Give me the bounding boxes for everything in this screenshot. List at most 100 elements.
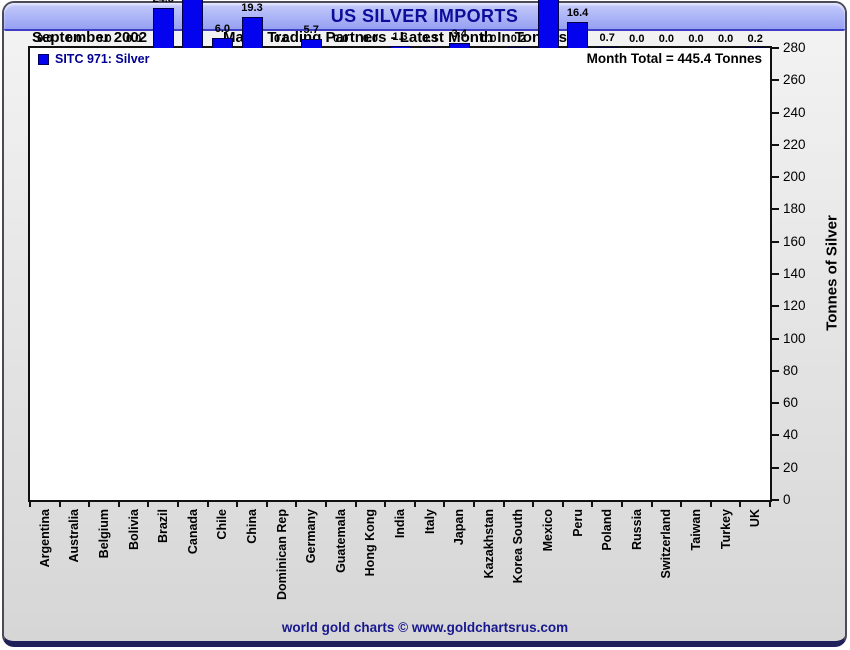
- x-category-label-text: Canada: [185, 509, 200, 555]
- x-category-label: Germany: [303, 509, 319, 563]
- x-tick: [206, 502, 209, 507]
- bar-value-label: 0.3: [421, 32, 438, 45]
- y-tick-label: 140: [783, 266, 806, 281]
- x-category-label-text: Russia: [629, 509, 644, 550]
- bar: [419, 47, 441, 48]
- x-category-label: Russia: [629, 509, 645, 550]
- x-category-label: Poland: [599, 509, 615, 551]
- bar-value-label: 16.4: [566, 6, 589, 19]
- bar-value-label: 24.5: [152, 0, 173, 5]
- bar-value-label: 0.0: [333, 33, 349, 45]
- y-tick-label: 160: [783, 233, 806, 249]
- y-tick: [772, 402, 779, 405]
- x-tick: [413, 502, 416, 507]
- x-category-label-text: India: [393, 509, 407, 539]
- x-tick: [177, 502, 179, 507]
- y-tick-label: 280: [783, 40, 806, 55]
- bar-value-label: 0.0: [125, 33, 142, 45]
- x-category-label: Mexico: [540, 509, 556, 551]
- x-tick: [58, 502, 61, 507]
- x-tick: [502, 502, 505, 507]
- bar: [182, 0, 204, 48]
- x-tick: [561, 502, 564, 507]
- footer-credit: world gold charts © www.goldchartsrus.co…: [281, 620, 569, 635]
- x-category-label: Canada: [185, 509, 201, 554]
- x-tick: [117, 502, 120, 507]
- y-tick: [772, 47, 779, 49]
- y-tick-label: 120: [783, 298, 806, 314]
- y-tick: [772, 466, 779, 469]
- bar: [241, 16, 263, 48]
- x-category-label-text: Korea South: [511, 509, 526, 584]
- x-tick: [709, 502, 712, 507]
- x-category-label: Dominican Rep: [274, 509, 290, 600]
- x-category-label-text: Germany: [304, 509, 319, 564]
- plot-area: [28, 46, 772, 502]
- x-tick: [769, 502, 771, 507]
- bar: [152, 8, 174, 48]
- bar-value-label: 1.3: [392, 30, 408, 43]
- bar: [596, 46, 618, 48]
- x-category-label: Guatemala: [333, 509, 349, 573]
- x-category-label-text: Japan: [452, 509, 467, 546]
- x-category-label: Chile: [214, 509, 230, 540]
- bar-value-label: 0.0: [96, 33, 112, 45]
- x-category-label-text: Poland: [600, 509, 615, 551]
- y-tick: [772, 369, 779, 372]
- bar: [537, 0, 559, 48]
- y-tick-label: 200: [783, 169, 806, 185]
- x-tick: [236, 502, 239, 507]
- x-category-label-text: Mexico: [541, 509, 555, 552]
- x-category-label: Italy: [422, 509, 438, 534]
- x-category-label-text: Hong Kong: [363, 509, 378, 577]
- y-tick: [772, 499, 779, 501]
- y-tick-label: 260: [783, 72, 806, 88]
- x-category-label-text: Dominican Rep: [274, 509, 289, 600]
- x-category-label: Japan: [451, 509, 467, 545]
- x-tick: [147, 502, 150, 507]
- y-tick-label: 100: [783, 330, 806, 346]
- x-tick: [680, 502, 683, 507]
- bar-value-label: 0.0: [481, 33, 497, 45]
- bar: [507, 47, 529, 48]
- x-category-label: Turkey: [718, 509, 734, 549]
- y-tick: [772, 176, 779, 179]
- x-tick: [325, 502, 327, 507]
- x-category-label: UK: [747, 509, 763, 527]
- x-category-label-text: Guatemala: [333, 509, 348, 573]
- x-category-label-text: Switzerland: [659, 509, 674, 579]
- y-tick-label: 0: [783, 492, 791, 507]
- month-total-annotation: Month Total = 445.4 Tonnes: [586, 51, 762, 66]
- x-category-label-text: Argentina: [37, 509, 52, 568]
- chart-title: US SILVER IMPORTS: [330, 6, 519, 26]
- x-tick: [650, 502, 653, 507]
- x-category-label: Hong Kong: [362, 509, 378, 576]
- bar: [389, 45, 411, 48]
- bar: [744, 47, 766, 48]
- x-category-label: China: [244, 509, 260, 544]
- x-category-label-text: China: [245, 509, 259, 544]
- bar: [211, 38, 233, 48]
- x-tick: [384, 502, 387, 507]
- title-bar: US SILVER IMPORTS: [4, 3, 845, 31]
- x-category-label-text: Brazil: [156, 509, 171, 544]
- y-tick-label: 220: [783, 136, 806, 152]
- x-category-label: Argentina: [37, 509, 53, 567]
- x-category-label-text: Belgium: [97, 509, 111, 559]
- legend-swatch-icon: [38, 53, 49, 65]
- period-label: September 2002: [32, 29, 148, 46]
- x-category-label-text: Kazakhstan: [481, 509, 496, 579]
- bar: [448, 42, 470, 48]
- x-category-label-text: UK: [748, 509, 763, 528]
- y-tick-label: 40: [783, 427, 799, 443]
- x-category-label-text: Italy: [422, 509, 437, 535]
- y-tick: [772, 434, 779, 437]
- bar: [567, 21, 589, 48]
- x-tick: [621, 502, 623, 507]
- legend: SITC 971: Silver: [38, 52, 150, 66]
- y-tick: [772, 273, 779, 275]
- bar-value-label: 6.0: [214, 23, 231, 36]
- bar: [300, 38, 322, 48]
- bar-value-label: 0.0: [629, 33, 645, 45]
- bar-value-label: 0.0: [362, 33, 379, 45]
